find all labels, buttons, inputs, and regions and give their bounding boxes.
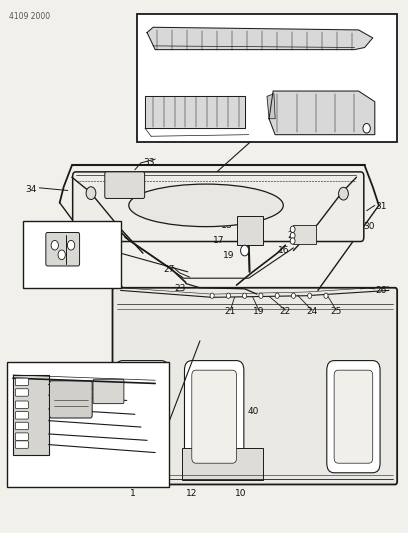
FancyBboxPatch shape <box>73 172 364 241</box>
Text: 36: 36 <box>375 94 387 103</box>
Text: 1: 1 <box>9 479 15 488</box>
Bar <box>293 225 316 244</box>
Bar <box>237 216 263 245</box>
Circle shape <box>210 293 214 298</box>
Text: 5: 5 <box>75 479 80 488</box>
Circle shape <box>308 293 312 298</box>
Text: 17: 17 <box>213 237 224 246</box>
FancyBboxPatch shape <box>16 401 28 408</box>
Circle shape <box>290 232 295 239</box>
Circle shape <box>51 240 58 250</box>
Text: 26: 26 <box>375 286 386 295</box>
FancyBboxPatch shape <box>93 379 124 403</box>
Bar <box>182 448 263 480</box>
Text: 14: 14 <box>206 407 218 416</box>
Circle shape <box>58 250 65 260</box>
Text: 6: 6 <box>91 479 96 488</box>
Text: 9: 9 <box>144 479 150 488</box>
Circle shape <box>241 245 249 256</box>
FancyBboxPatch shape <box>16 378 28 385</box>
Text: 32: 32 <box>160 188 171 197</box>
Bar <box>7 362 169 487</box>
Text: 10: 10 <box>51 364 60 373</box>
Text: 4109 2000: 4109 2000 <box>9 12 50 21</box>
Circle shape <box>67 240 75 250</box>
FancyBboxPatch shape <box>105 172 144 198</box>
Text: 20: 20 <box>288 231 299 240</box>
Polygon shape <box>267 94 275 119</box>
Circle shape <box>226 293 231 298</box>
FancyBboxPatch shape <box>16 411 28 419</box>
Bar <box>137 14 397 142</box>
FancyBboxPatch shape <box>46 232 80 266</box>
FancyBboxPatch shape <box>334 370 373 463</box>
Text: 27: 27 <box>164 265 175 274</box>
Text: 34: 34 <box>26 185 37 194</box>
Text: 31: 31 <box>375 203 387 212</box>
Text: 29: 29 <box>70 225 82 234</box>
FancyBboxPatch shape <box>16 422 28 430</box>
Text: 38: 38 <box>300 20 311 29</box>
Text: 35: 35 <box>351 130 362 139</box>
Circle shape <box>290 226 295 232</box>
FancyBboxPatch shape <box>16 433 28 440</box>
Circle shape <box>259 293 263 298</box>
Circle shape <box>290 238 295 244</box>
FancyBboxPatch shape <box>115 361 169 473</box>
Text: 30: 30 <box>363 222 375 231</box>
Ellipse shape <box>129 184 283 227</box>
FancyBboxPatch shape <box>113 288 397 484</box>
Text: 18: 18 <box>221 221 232 230</box>
Circle shape <box>324 293 328 298</box>
FancyBboxPatch shape <box>192 370 237 463</box>
Text: 33: 33 <box>143 158 155 167</box>
FancyBboxPatch shape <box>49 381 92 418</box>
Text: 4: 4 <box>41 479 46 488</box>
Circle shape <box>291 293 295 298</box>
Text: 23: 23 <box>174 284 185 293</box>
FancyBboxPatch shape <box>16 441 28 448</box>
Text: 40: 40 <box>247 407 259 416</box>
Text: 24: 24 <box>306 307 317 316</box>
Circle shape <box>339 187 348 200</box>
Text: 30: 30 <box>155 118 167 127</box>
Text: 2: 2 <box>24 479 30 488</box>
Text: 19: 19 <box>223 252 234 260</box>
Circle shape <box>243 293 247 298</box>
Text: 12: 12 <box>186 489 197 498</box>
Text: 1: 1 <box>130 489 136 498</box>
Polygon shape <box>269 91 375 135</box>
Text: 22: 22 <box>280 307 291 316</box>
FancyBboxPatch shape <box>16 389 28 396</box>
Text: 13: 13 <box>139 457 151 466</box>
FancyBboxPatch shape <box>123 370 161 463</box>
Text: 5: 5 <box>106 369 111 378</box>
Text: 10: 10 <box>235 489 246 498</box>
Text: 7: 7 <box>114 479 119 488</box>
Text: 15: 15 <box>76 279 88 288</box>
Text: 25: 25 <box>330 307 342 316</box>
Text: 21: 21 <box>225 307 236 316</box>
Text: 16: 16 <box>277 246 289 255</box>
Text: 11: 11 <box>11 366 21 375</box>
Text: 19: 19 <box>253 307 265 316</box>
Text: 3: 3 <box>58 479 63 488</box>
Circle shape <box>275 293 279 298</box>
Circle shape <box>86 187 96 199</box>
FancyBboxPatch shape <box>184 361 244 473</box>
Text: 8: 8 <box>82 368 86 377</box>
Text: 37: 37 <box>265 50 277 58</box>
Circle shape <box>363 124 370 133</box>
Bar <box>23 221 121 288</box>
Bar <box>13 375 49 455</box>
Polygon shape <box>145 96 245 128</box>
Text: 28: 28 <box>70 247 82 256</box>
Polygon shape <box>147 27 373 50</box>
FancyBboxPatch shape <box>327 361 380 473</box>
